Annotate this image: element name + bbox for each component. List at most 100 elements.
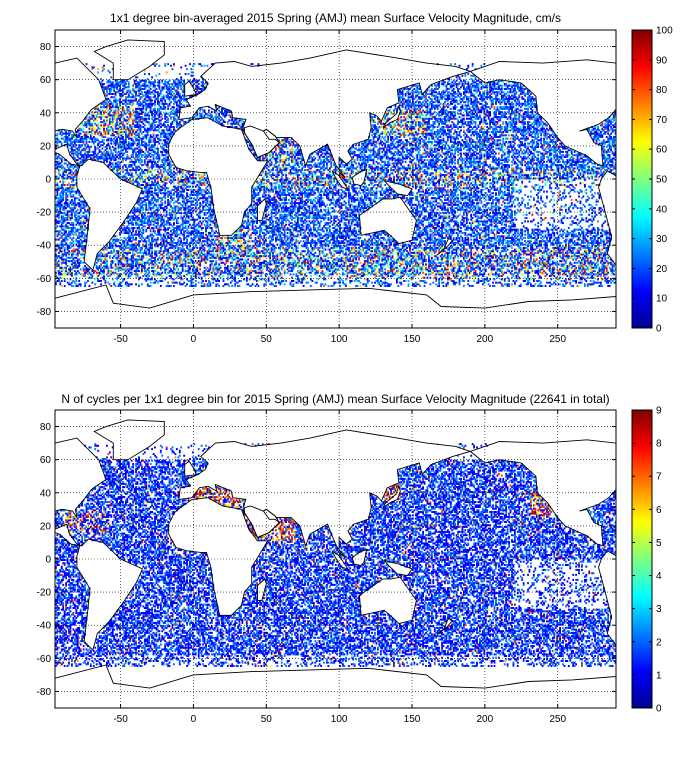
- data-cell: [331, 284, 334, 287]
- data-cell: [260, 275, 263, 278]
- data-cell: [524, 271, 527, 274]
- data-cell: [355, 265, 357, 268]
- data-cell: [532, 279, 535, 282]
- data-cell: [550, 263, 553, 266]
- data-cell: [110, 261, 113, 264]
- data-cell: [60, 261, 63, 264]
- data-cell: [532, 275, 535, 278]
- data-cell: [435, 283, 438, 286]
- data-cell: [269, 268, 272, 271]
- data-cell: [127, 270, 130, 273]
- data-cell: [57, 278, 60, 281]
- data-cell: [407, 263, 410, 266]
- data-cell: [81, 261, 84, 264]
- data-cell: [100, 283, 102, 286]
- data-cell: [414, 271, 417, 274]
- data-cell: [586, 266, 589, 269]
- data-cell: [560, 270, 563, 273]
- data-cell: [151, 265, 153, 268]
- data-cell: [541, 265, 544, 268]
- data-cell: [378, 268, 381, 271]
- data-cell: [226, 265, 229, 268]
- data-cell: [423, 265, 426, 268]
- data-cell: [497, 281, 500, 284]
- data-cell: [270, 268, 273, 271]
- data-cell: [193, 266, 196, 269]
- data-cell: [565, 278, 567, 281]
- data-cell: [543, 263, 545, 266]
- data-cell: [573, 279, 576, 282]
- data-cell: [168, 263, 171, 266]
- data-cell: [88, 271, 91, 274]
- data-cell: [391, 273, 394, 276]
- data-cell: [372, 270, 375, 273]
- data-cell: [521, 266, 524, 269]
- data-cell: [414, 273, 417, 276]
- data-cell: [320, 261, 323, 264]
- data-cell: [553, 275, 556, 278]
- data-cell: [116, 266, 119, 269]
- data-cell: [175, 281, 178, 284]
- data-cell: [280, 276, 283, 279]
- data-cell: [333, 263, 336, 266]
- data-cell: [496, 270, 499, 273]
- data-cell: [599, 276, 602, 279]
- data-cell: [289, 263, 292, 266]
- data-cell: [371, 270, 374, 273]
- data-cell: [254, 271, 257, 274]
- data-cell: [266, 266, 269, 269]
- data-cell: [610, 268, 612, 271]
- data-cell: [514, 268, 516, 271]
- data-cell: [435, 263, 438, 266]
- data-cell: [263, 246, 266, 249]
- data-cell: [234, 271, 237, 274]
- data-cell: [430, 268, 433, 271]
- data-cell: [477, 266, 480, 269]
- data-cell: [519, 284, 522, 287]
- data-cell: [106, 265, 108, 268]
- data-cell: [117, 270, 120, 273]
- data-cell: [502, 273, 505, 276]
- data-cell: [359, 281, 362, 284]
- data-cell: [369, 253, 372, 256]
- data-cell: [277, 271, 280, 274]
- data-cell: [209, 266, 212, 269]
- data-cell: [598, 271, 601, 274]
- data-cell: [613, 278, 615, 281]
- data-cell: [610, 278, 612, 281]
- data-cell: [240, 268, 242, 271]
- data-cell: [439, 263, 442, 266]
- data-cell: [400, 263, 403, 266]
- data-cell: [346, 265, 349, 268]
- data-cell: [583, 278, 586, 281]
- data-cell: [260, 265, 263, 268]
- data-cell: [379, 266, 382, 269]
- data-cell: [403, 266, 406, 269]
- data-cell: [145, 279, 148, 282]
- data-cell: [412, 266, 414, 269]
- data-cell: [275, 271, 277, 274]
- data-cell: [225, 268, 228, 271]
- data-cell: [101, 270, 104, 273]
- data-cell: [296, 275, 299, 278]
- data-cell: [353, 266, 356, 269]
- data-cell: [425, 273, 427, 276]
- data-cell: [572, 265, 575, 268]
- data-cell: [82, 266, 85, 269]
- data-cell: [146, 261, 149, 264]
- data-cell: [146, 271, 149, 274]
- data-cell: [106, 266, 108, 269]
- data-cell: [391, 268, 394, 271]
- data-cell: [191, 270, 194, 273]
- data-cell: [481, 279, 484, 282]
- data-cell: [589, 273, 592, 276]
- data-cell: [540, 268, 543, 271]
- data-cell: [410, 278, 413, 281]
- data-cell: [168, 271, 171, 274]
- data-cell: [569, 276, 572, 279]
- data-cell: [167, 268, 170, 271]
- data-cell: [473, 261, 476, 264]
- data-cell: [429, 261, 432, 264]
- data-cell: [170, 270, 172, 273]
